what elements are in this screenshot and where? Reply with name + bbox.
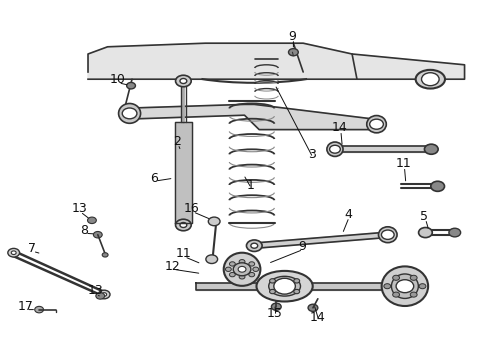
- Polygon shape: [175, 122, 191, 223]
- Circle shape: [8, 248, 20, 257]
- Circle shape: [87, 217, 96, 224]
- Circle shape: [180, 222, 186, 228]
- Circle shape: [246, 240, 262, 252]
- Ellipse shape: [118, 104, 141, 123]
- Text: 13: 13: [87, 284, 103, 297]
- Text: 5: 5: [420, 210, 427, 222]
- Text: 17: 17: [18, 300, 33, 313]
- Circle shape: [395, 280, 413, 293]
- Circle shape: [307, 304, 317, 311]
- Circle shape: [225, 267, 231, 271]
- Text: 11: 11: [175, 247, 191, 260]
- Text: 12: 12: [164, 260, 180, 273]
- Ellipse shape: [415, 70, 444, 89]
- Circle shape: [229, 273, 235, 277]
- Circle shape: [239, 275, 244, 279]
- Circle shape: [233, 263, 250, 276]
- Text: 6: 6: [150, 172, 158, 185]
- Circle shape: [35, 306, 43, 313]
- Circle shape: [392, 275, 399, 280]
- Circle shape: [381, 230, 393, 239]
- Circle shape: [418, 228, 431, 238]
- Circle shape: [293, 289, 299, 294]
- Text: 4: 4: [344, 208, 351, 221]
- Text: 2: 2: [173, 135, 181, 148]
- Ellipse shape: [390, 274, 418, 298]
- Circle shape: [269, 279, 275, 283]
- Text: 11: 11: [395, 157, 410, 170]
- Text: 7: 7: [28, 242, 36, 255]
- Text: 13: 13: [71, 202, 87, 215]
- Circle shape: [248, 273, 254, 277]
- Polygon shape: [195, 283, 405, 290]
- Circle shape: [229, 262, 235, 266]
- Circle shape: [102, 253, 108, 257]
- Circle shape: [93, 231, 102, 238]
- Circle shape: [122, 108, 137, 119]
- Ellipse shape: [223, 253, 260, 286]
- Polygon shape: [132, 104, 376, 130]
- Circle shape: [175, 219, 191, 231]
- Circle shape: [369, 119, 383, 129]
- Circle shape: [250, 243, 257, 248]
- Text: 16: 16: [183, 202, 199, 215]
- Circle shape: [273, 278, 295, 294]
- Circle shape: [102, 293, 106, 296]
- Circle shape: [180, 78, 186, 84]
- Circle shape: [205, 255, 217, 264]
- Ellipse shape: [326, 142, 343, 156]
- Circle shape: [293, 279, 299, 283]
- Circle shape: [11, 251, 16, 255]
- Circle shape: [248, 262, 254, 266]
- Circle shape: [418, 284, 425, 289]
- Circle shape: [208, 217, 220, 226]
- Text: 9: 9: [298, 240, 305, 253]
- Circle shape: [421, 73, 438, 86]
- Polygon shape: [254, 232, 386, 248]
- Circle shape: [424, 144, 437, 154]
- Circle shape: [392, 292, 399, 297]
- Text: 10: 10: [109, 73, 125, 86]
- Circle shape: [252, 267, 258, 271]
- Circle shape: [448, 228, 460, 237]
- Ellipse shape: [378, 227, 396, 243]
- Circle shape: [409, 292, 416, 297]
- Circle shape: [126, 82, 135, 89]
- Circle shape: [98, 290, 110, 299]
- Text: 3: 3: [307, 148, 315, 161]
- Circle shape: [409, 275, 416, 280]
- Circle shape: [175, 75, 191, 87]
- Text: 14: 14: [331, 121, 347, 134]
- Text: 15: 15: [266, 307, 282, 320]
- Circle shape: [238, 266, 245, 272]
- Polygon shape: [334, 146, 429, 152]
- Circle shape: [430, 181, 444, 192]
- Ellipse shape: [366, 116, 386, 133]
- Circle shape: [329, 145, 340, 153]
- Circle shape: [239, 260, 244, 264]
- Ellipse shape: [381, 266, 427, 306]
- Text: 9: 9: [288, 30, 296, 42]
- Text: 14: 14: [309, 311, 325, 324]
- Ellipse shape: [256, 271, 312, 302]
- Polygon shape: [88, 43, 464, 79]
- Circle shape: [271, 303, 281, 310]
- Circle shape: [288, 49, 298, 56]
- Text: 1: 1: [246, 179, 254, 192]
- Circle shape: [96, 293, 104, 299]
- Text: 8: 8: [80, 224, 88, 237]
- Circle shape: [383, 284, 390, 289]
- Circle shape: [269, 289, 275, 294]
- Ellipse shape: [268, 276, 300, 296]
